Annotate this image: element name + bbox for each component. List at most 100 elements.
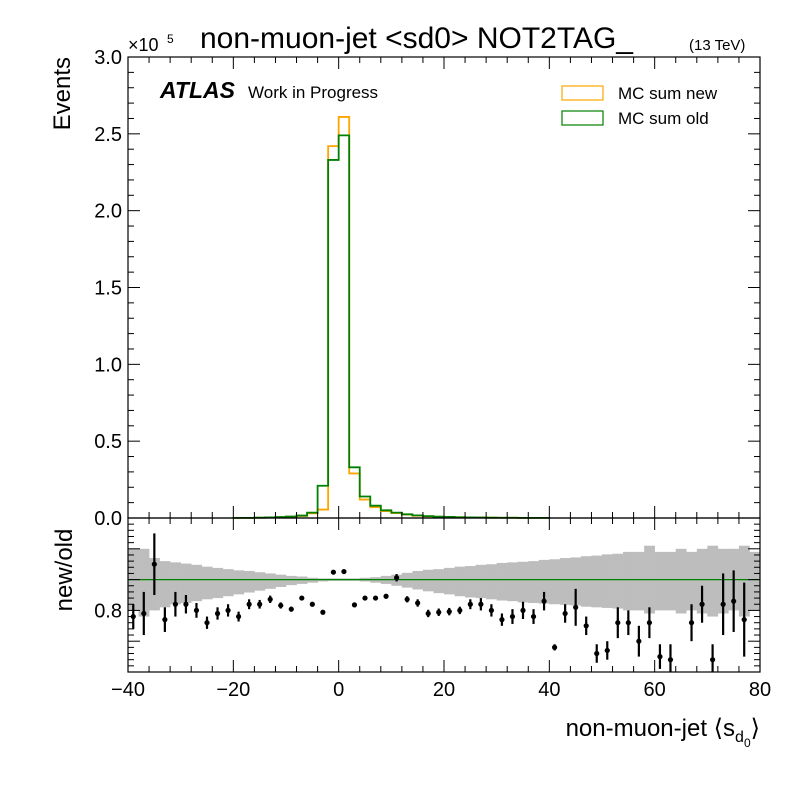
x-axis-label: non-muon-jet ⟨sd0⟩	[566, 715, 760, 750]
ratio-point	[636, 638, 642, 644]
uncertainty-band-bin	[517, 561, 529, 603]
ratio-point	[257, 601, 263, 607]
uncertainty-band-bin	[707, 545, 719, 617]
ratio-panel-frame	[127, 517, 761, 673]
ratio-point	[594, 650, 600, 657]
ratio-point	[351, 602, 358, 608]
uncertainty-band-bin	[559, 558, 571, 605]
chart-title: non-muon-jet <sd0> NOT2TAG_	[200, 22, 634, 55]
top-y-tick-label: 0.5	[94, 431, 122, 453]
uncertainty-band	[128, 545, 761, 617]
uncertainty-band-bin	[222, 569, 234, 597]
ratio-point	[688, 620, 695, 626]
ratio-point	[214, 610, 221, 617]
uncertainty-band-bin	[475, 564, 487, 599]
top-y-tick-label: 1.5	[94, 278, 122, 300]
atlas-sublabel: Work in Progress	[248, 83, 378, 102]
histogram-mc-sum-new	[232, 116, 551, 519]
atlas-label: ATLAS	[159, 77, 236, 103]
ratio-point	[394, 575, 400, 581]
ratio-point	[552, 644, 558, 650]
ratio-point	[499, 617, 505, 623]
ratio-point	[204, 620, 210, 626]
ratio-point	[731, 598, 737, 604]
x-tick-label: 0	[333, 679, 344, 701]
uncertainty-band-bin	[602, 554, 613, 608]
ratio-point	[330, 569, 336, 575]
ratio-point	[467, 601, 473, 607]
uncertainty-band-bin	[254, 572, 266, 591]
chart-title-suffix: (13 TeV)	[689, 37, 745, 54]
uncertainty-band-bin	[675, 548, 687, 614]
ratio-y-axis-label: new/old	[51, 529, 78, 612]
legend-label-old: MC sum old	[618, 109, 709, 128]
uncertainty-band-bin	[422, 569, 434, 592]
ratio-point	[193, 607, 200, 614]
uncertainty-band-bin	[307, 577, 318, 583]
legend: MC sum new MC sum old	[561, 84, 718, 128]
ratio-point	[667, 657, 674, 663]
ratio-point	[457, 607, 463, 614]
ratio-point	[162, 617, 168, 623]
uncertainty-band-bin	[623, 551, 634, 611]
ratio-point	[509, 613, 516, 620]
ratio-point	[383, 593, 389, 599]
uncertainty-band-bin	[191, 564, 203, 602]
x-tick-label: 20	[433, 679, 455, 701]
ratio-point	[183, 601, 189, 607]
ratio-point	[141, 610, 147, 617]
x-axis-label-sub: d	[735, 729, 744, 746]
histogram-mc-sum-old	[232, 134, 551, 519]
ratio-point	[404, 596, 410, 602]
uncertainty-band-bin	[665, 551, 677, 611]
x-tick-label: −40	[111, 679, 145, 701]
uncertainty-band-bin	[549, 559, 561, 605]
uncertainty-band-bin	[264, 573, 276, 589]
uncertainty-band-bin	[738, 545, 750, 617]
ratio-point	[646, 620, 653, 626]
ratio-point	[299, 595, 305, 601]
ratio-point	[425, 610, 431, 617]
ratio-points	[130, 533, 747, 672]
ratio-point	[657, 654, 663, 660]
uncertainty-band-bin	[496, 562, 508, 601]
ratio-point	[288, 606, 294, 612]
ratio-point	[225, 607, 231, 614]
uncertainty-band-bin	[138, 548, 150, 617]
ratio-point	[267, 596, 273, 602]
uncertainty-band-bin	[612, 553, 624, 609]
ratio-point	[362, 595, 368, 601]
ratio-point	[372, 595, 379, 601]
ratio-point	[520, 607, 526, 614]
uncertainty-band-bin	[433, 569, 445, 594]
top-y-tick-label: 1.0	[94, 354, 122, 376]
uncertainty-band-bin	[465, 566, 476, 598]
uncertainty-band-bin	[538, 559, 550, 604]
ratio-point	[720, 601, 726, 607]
histogram-series	[232, 116, 551, 519]
ratio-point	[278, 602, 284, 609]
ratio-point	[436, 609, 442, 615]
ratio-point	[478, 601, 484, 607]
top-y-tick-label: 3.0	[94, 47, 122, 69]
x-axis-label-end: ⟩	[751, 715, 760, 742]
x-tick-label: 40	[538, 679, 560, 701]
ratio-point	[246, 601, 252, 607]
top-y-tick-label: 0.0	[94, 508, 122, 530]
ratio-point	[710, 657, 716, 663]
uncertainty-band-bin	[528, 561, 540, 604]
ratio-point	[699, 601, 705, 607]
uncertainty-band-bin	[591, 555, 603, 608]
ratio-plot-panel: 0.8	[94, 517, 761, 673]
uncertainty-band-bin	[201, 566, 213, 600]
ratio-point	[615, 620, 621, 626]
ratio-point	[573, 604, 579, 610]
uncertainty-band-bin	[159, 561, 171, 608]
ratio-point	[541, 598, 547, 604]
uncertainty-band-bin	[686, 551, 698, 611]
uncertainty-band-bin	[507, 562, 519, 602]
ratio-point	[172, 601, 178, 607]
uncertainty-band-bin	[233, 570, 245, 595]
uncertainty-band-bin	[286, 575, 297, 586]
ratio-point	[309, 601, 315, 607]
